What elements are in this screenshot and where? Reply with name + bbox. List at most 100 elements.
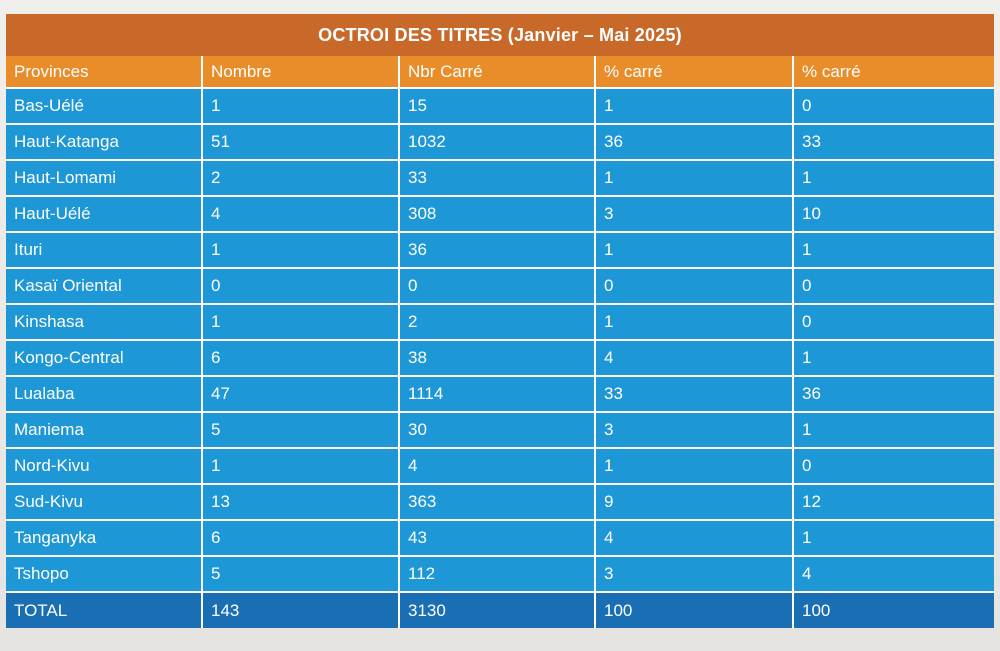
total-label: TOTAL [6, 593, 203, 628]
table-row: Kinshasa 1 2 1 0 [6, 305, 994, 341]
table-row: Tanganyka 6 43 4 1 [6, 521, 994, 557]
cell-pct-carre-1: 33 [596, 377, 794, 413]
table-row: Kasaï Oriental 0 0 0 0 [6, 269, 994, 305]
header-pct-carre-2: % carré [794, 56, 994, 89]
total-nbr-carre: 3130 [400, 593, 596, 628]
cell-pct-carre-2: 36 [794, 377, 994, 413]
cell-nombre: 2 [203, 161, 400, 197]
cell-nbr-carre: 363 [400, 485, 596, 521]
titles-table-container: OCTROI DES TITRES (Janvier – Mai 2025) P… [6, 14, 994, 634]
cell-pct-carre-1: 9 [596, 485, 794, 521]
table-body: Bas-Uélé 1 15 1 0 Haut-Katanga 51 1032 3… [6, 89, 994, 593]
cell-nombre: 47 [203, 377, 400, 413]
table-row: Nord-Kivu 1 4 1 0 [6, 449, 994, 485]
cell-nbr-carre: 308 [400, 197, 596, 233]
cell-pct-carre-1: 1 [596, 161, 794, 197]
cell-nombre: 0 [203, 269, 400, 305]
cell-nombre: 6 [203, 341, 400, 377]
cell-province: Tshopo [6, 557, 203, 593]
cell-nbr-carre: 38 [400, 341, 596, 377]
cell-province: Haut-Lomami [6, 161, 203, 197]
table-row: Ituri 1 36 1 1 [6, 233, 994, 269]
cell-pct-carre-2: 0 [794, 269, 994, 305]
cell-province: Haut-Katanga [6, 125, 203, 161]
table-row: Haut-Katanga 51 1032 36 33 [6, 125, 994, 161]
cell-nbr-carre: 4 [400, 449, 596, 485]
cell-nombre: 5 [203, 413, 400, 449]
cell-province: Nord-Kivu [6, 449, 203, 485]
table-row: Haut-Uélé 4 308 3 10 [6, 197, 994, 233]
cell-province: Bas-Uélé [6, 89, 203, 125]
cell-nbr-carre: 33 [400, 161, 596, 197]
cell-nombre: 5 [203, 557, 400, 593]
cell-pct-carre-2: 33 [794, 125, 994, 161]
header-nbr-carre: Nbr Carré [400, 56, 596, 89]
cell-province: Kinshasa [6, 305, 203, 341]
cell-pct-carre-1: 3 [596, 557, 794, 593]
cell-nombre: 4 [203, 197, 400, 233]
cell-pct-carre-1: 4 [596, 521, 794, 557]
cell-pct-carre-2: 1 [794, 233, 994, 269]
table-row: Maniema 5 30 3 1 [6, 413, 994, 449]
cell-nbr-carre: 1114 [400, 377, 596, 413]
cell-pct-carre-1: 1 [596, 89, 794, 125]
header-provinces: Provinces [6, 56, 203, 89]
cell-pct-carre-2: 1 [794, 521, 994, 557]
cell-pct-carre-2: 1 [794, 341, 994, 377]
cell-pct-carre-1: 1 [596, 449, 794, 485]
cell-pct-carre-1: 3 [596, 197, 794, 233]
table-row: Bas-Uélé 1 15 1 0 [6, 89, 994, 125]
cell-nbr-carre: 36 [400, 233, 596, 269]
cell-province: Kongo-Central [6, 341, 203, 377]
cell-nombre: 1 [203, 449, 400, 485]
cell-province: Maniema [6, 413, 203, 449]
cell-province: Sud-Kivu [6, 485, 203, 521]
table-row: Lualaba 47 1114 33 36 [6, 377, 994, 413]
cell-province: Lualaba [6, 377, 203, 413]
cell-province: Kasaï Oriental [6, 269, 203, 305]
cell-pct-carre-1: 4 [596, 341, 794, 377]
table-footer: TOTAL 143 3130 100 100 [6, 593, 994, 628]
table-row: Haut-Lomami 2 33 1 1 [6, 161, 994, 197]
cell-province: Ituri [6, 233, 203, 269]
cell-nombre: 1 [203, 89, 400, 125]
cell-nbr-carre: 0 [400, 269, 596, 305]
cell-pct-carre-2: 4 [794, 557, 994, 593]
cell-pct-carre-2: 0 [794, 449, 994, 485]
cell-nbr-carre: 43 [400, 521, 596, 557]
cell-pct-carre-1: 0 [596, 269, 794, 305]
cell-pct-carre-1: 1 [596, 305, 794, 341]
table-header: Provinces Nombre Nbr Carré % carré % car… [6, 56, 994, 89]
header-pct-carre-1: % carré [596, 56, 794, 89]
cell-nbr-carre: 2 [400, 305, 596, 341]
table-row: Kongo-Central 6 38 4 1 [6, 341, 994, 377]
table-row: Sud-Kivu 13 363 9 12 [6, 485, 994, 521]
total-nombre: 143 [203, 593, 400, 628]
cell-nombre: 13 [203, 485, 400, 521]
cell-nbr-carre: 1032 [400, 125, 596, 161]
cell-nombre: 1 [203, 305, 400, 341]
cell-pct-carre-2: 10 [794, 197, 994, 233]
cell-nombre: 51 [203, 125, 400, 161]
cell-province: Haut-Uélé [6, 197, 203, 233]
cell-province: Tanganyka [6, 521, 203, 557]
cell-nbr-carre: 112 [400, 557, 596, 593]
total-row: TOTAL 143 3130 100 100 [6, 593, 994, 628]
cell-pct-carre-2: 0 [794, 89, 994, 125]
cell-nbr-carre: 30 [400, 413, 596, 449]
cell-nombre: 1 [203, 233, 400, 269]
cell-nombre: 6 [203, 521, 400, 557]
total-pct-carre-2: 100 [794, 593, 994, 628]
cell-pct-carre-1: 3 [596, 413, 794, 449]
cell-pct-carre-2: 1 [794, 413, 994, 449]
table-row: Tshopo 5 112 3 4 [6, 557, 994, 593]
cell-pct-carre-2: 12 [794, 485, 994, 521]
header-row: Provinces Nombre Nbr Carré % carré % car… [6, 56, 994, 89]
cell-pct-carre-2: 1 [794, 161, 994, 197]
cell-nbr-carre: 15 [400, 89, 596, 125]
header-nombre: Nombre [203, 56, 400, 89]
titles-table: Provinces Nombre Nbr Carré % carré % car… [6, 56, 994, 628]
table-title: OCTROI DES TITRES (Janvier – Mai 2025) [6, 14, 994, 56]
cell-pct-carre-1: 36 [596, 125, 794, 161]
